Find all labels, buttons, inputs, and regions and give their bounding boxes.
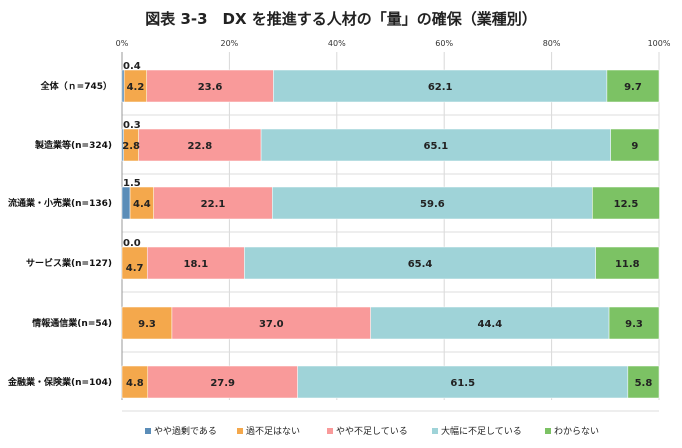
category-label: 全体（ｎ=745） (40, 80, 112, 92)
data-label: 4.8 (126, 378, 144, 389)
data-label: 4.2 (127, 82, 145, 93)
data-label: 44.4 (478, 319, 503, 330)
category-label: 情報通信業(n=54) (31, 317, 112, 329)
data-label: 9 (631, 141, 638, 152)
data-label: 23.6 (198, 82, 223, 93)
bar-segment (147, 365, 298, 399)
data-label: 9.7 (624, 82, 642, 93)
bar-segment (592, 186, 660, 220)
legend-swatch (327, 428, 333, 434)
x-tick-label: 0% (116, 39, 129, 48)
data-label: 61.5 (450, 378, 475, 389)
bar-segment (146, 69, 274, 103)
data-label: 9.3 (138, 319, 156, 330)
bar-segment (171, 306, 371, 340)
bar-segment (244, 246, 596, 280)
x-tick-label: 40% (328, 39, 346, 48)
legend-swatch (237, 428, 243, 434)
data-label: 27.9 (210, 378, 235, 389)
legend-swatch (145, 428, 151, 434)
category-label: 製造業等(n=324) (34, 139, 112, 151)
category-label: 金融業・保険業(n=104) (7, 376, 112, 388)
legend-label: やや過剰である (154, 425, 217, 437)
bar-segment (370, 306, 610, 340)
bar-segment (146, 246, 245, 280)
data-label: 65.4 (408, 259, 433, 270)
data-label: 4.7 (126, 263, 144, 274)
bar-segment (260, 128, 611, 162)
bar-segment (606, 69, 660, 103)
bar-segment (138, 128, 262, 162)
data-label: 9.3 (625, 319, 643, 330)
x-tick-label: 100% (648, 39, 671, 48)
data-label: 5.8 (635, 378, 653, 389)
data-label: 4.4 (133, 199, 151, 210)
bar-segment (610, 128, 660, 162)
x-tick-label: 20% (221, 39, 239, 48)
bar-segment (121, 186, 131, 220)
bar-segment (627, 365, 660, 399)
bar-segment (273, 69, 608, 103)
category-label: 流通業・小売業(n=136) (8, 197, 112, 209)
bar-segment (121, 246, 148, 280)
legend-label: 過不足はない (246, 426, 300, 437)
x-tick-label: 80% (543, 39, 561, 48)
bar-segment (153, 186, 273, 220)
data-label: 12.5 (614, 199, 639, 210)
chart-title: 図表 3-3 DX を推進する人材の「量」の確保（業種別） (145, 10, 537, 28)
data-label: 37.0 (259, 319, 284, 330)
bar-segment (121, 69, 125, 103)
bar-segment (595, 246, 660, 280)
category-label: サービス業(n=127) (26, 257, 112, 269)
bar-segment (272, 186, 593, 220)
x-tick-label: 60% (435, 39, 453, 48)
legend-swatch (432, 428, 438, 434)
bar-segment (121, 365, 149, 399)
legend-swatch (545, 428, 551, 434)
data-label: 1.5 (123, 178, 141, 189)
data-label: 0.4 (123, 61, 141, 72)
legend-label: 大幅に不足している (441, 425, 522, 437)
data-label: 62.1 (428, 82, 453, 93)
data-label: 65.1 (424, 141, 449, 152)
data-label: 2.8 (122, 141, 140, 152)
data-label: 0.0 (123, 238, 141, 249)
data-label: 22.1 (201, 199, 226, 210)
data-label: 22.8 (188, 141, 213, 152)
legend-label: やや不足している (336, 426, 408, 437)
data-label: 59.6 (420, 199, 445, 210)
data-label: 0.3 (123, 120, 141, 131)
data-label: 11.8 (615, 259, 640, 270)
legend-label: わからない (554, 426, 599, 437)
data-label: 18.1 (183, 259, 208, 270)
bar-segment (608, 306, 660, 340)
